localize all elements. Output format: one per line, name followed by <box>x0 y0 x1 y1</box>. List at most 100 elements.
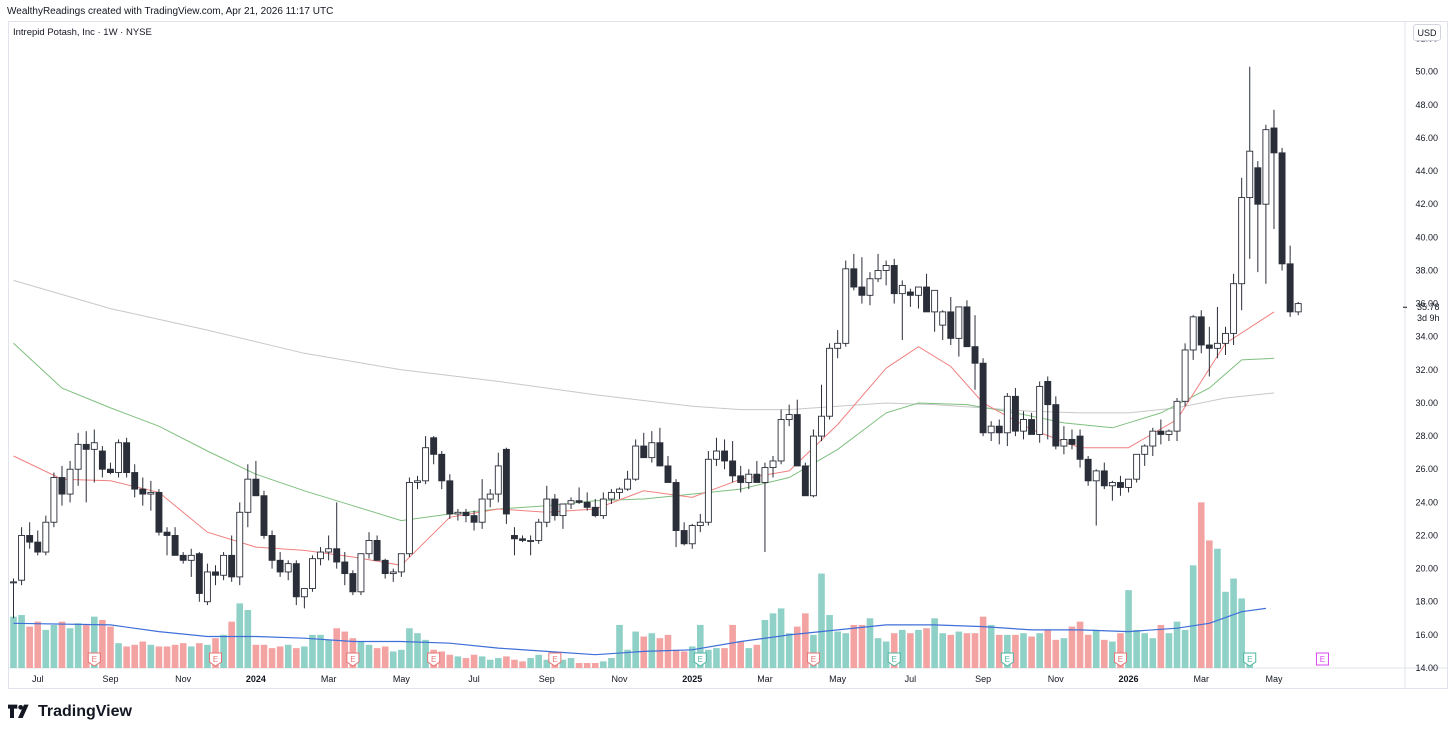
candle-body[interactable] <box>220 554 228 576</box>
candle-body[interactable] <box>82 443 90 450</box>
candle-body[interactable] <box>244 478 252 513</box>
candle-body[interactable] <box>793 414 801 467</box>
candle-body[interactable] <box>10 581 17 584</box>
candle-body[interactable] <box>228 554 236 578</box>
candle-body[interactable] <box>187 554 195 561</box>
candle-body[interactable] <box>1230 283 1238 334</box>
candle-body[interactable] <box>131 472 139 490</box>
candle-body[interactable] <box>834 342 842 349</box>
candle-body[interactable] <box>1286 263 1294 313</box>
candle-body[interactable] <box>1125 478 1132 488</box>
candle-body[interactable] <box>543 498 551 523</box>
candle-body[interactable] <box>923 286 930 313</box>
candle-body[interactable] <box>486 493 494 500</box>
candle-body[interactable] <box>107 468 114 473</box>
candle-body[interactable] <box>688 525 696 545</box>
candle-body[interactable] <box>1189 316 1197 351</box>
candle-body[interactable] <box>494 465 502 495</box>
candle-body[interactable] <box>721 450 728 462</box>
earnings-marker[interactable]: E <box>1113 652 1127 667</box>
candle-body[interactable] <box>147 491 155 495</box>
earnings-marker[interactable]: E <box>209 652 222 667</box>
tradingview-logo[interactable]: TradingView <box>8 702 132 722</box>
candle-body[interactable] <box>858 286 866 296</box>
candle-body[interactable] <box>333 548 341 563</box>
candle-body[interactable] <box>915 286 922 296</box>
earnings-marker[interactable]: E <box>87 652 101 667</box>
candle-body[interactable] <box>462 511 470 517</box>
candle-body[interactable] <box>252 478 260 497</box>
candle-body[interactable] <box>115 442 122 473</box>
earnings-marker[interactable]: E <box>346 652 360 667</box>
candle-body[interactable] <box>559 503 567 517</box>
candle-body[interactable] <box>1222 332 1229 344</box>
candle-body[interactable] <box>42 521 50 553</box>
candle-body[interactable] <box>519 538 526 541</box>
earnings-marker[interactable]: E <box>887 652 901 667</box>
candle-body[interactable] <box>50 477 58 523</box>
currency-button[interactable]: USD <box>1413 24 1441 41</box>
chart-frame[interactable] <box>8 21 1448 689</box>
earnings-marker[interactable]: E <box>1000 652 1014 667</box>
candle-body[interactable] <box>729 460 737 477</box>
candle-body[interactable] <box>890 265 898 295</box>
candle-body[interactable] <box>171 535 179 556</box>
candle-body[interactable] <box>405 482 413 555</box>
candle-body[interactable] <box>607 491 615 500</box>
candle-body[interactable] <box>1092 470 1100 482</box>
candle-body[interactable] <box>753 473 761 483</box>
candle-body[interactable] <box>866 278 874 296</box>
candle-body[interactable] <box>842 268 850 344</box>
candle-body[interactable] <box>1149 430 1157 447</box>
candle-body[interactable] <box>179 554 187 561</box>
candle-body[interactable] <box>139 488 147 495</box>
candle-body[interactable] <box>785 414 793 420</box>
candle-body[interactable] <box>737 475 745 483</box>
candle-body[interactable] <box>1246 150 1254 199</box>
candle-body[interactable] <box>438 453 446 482</box>
candle-body[interactable] <box>325 548 333 553</box>
candle-body[interactable] <box>1068 438 1076 445</box>
candle-body[interactable] <box>236 511 244 578</box>
candle-body[interactable] <box>963 306 971 348</box>
candle-body[interactable] <box>640 445 648 459</box>
candle-body[interactable] <box>430 437 438 455</box>
candle-body[interactable] <box>664 465 672 483</box>
candle-body[interactable] <box>18 535 26 581</box>
candle-body[interactable] <box>1238 197 1246 285</box>
candle-body[interactable] <box>624 478 632 490</box>
candle-body[interactable] <box>276 559 284 573</box>
earnings-marker[interactable]: E <box>806 652 820 667</box>
candle-body[interactable] <box>777 419 785 462</box>
candle-body[interactable] <box>212 571 219 576</box>
candle-body[interactable] <box>713 450 720 460</box>
candle-body[interactable] <box>300 588 308 598</box>
candle-body[interactable] <box>583 501 591 508</box>
candle-body[interactable] <box>446 480 454 515</box>
candle-body[interactable] <box>397 553 405 573</box>
candle-body[interactable] <box>1003 395 1011 434</box>
candle-body[interactable] <box>882 265 890 271</box>
candle-body[interactable] <box>591 506 599 517</box>
candle-body[interactable] <box>995 425 1003 434</box>
candle-body[interactable] <box>850 268 858 288</box>
candle-body[interactable] <box>1100 470 1108 487</box>
candle-body[interactable] <box>979 362 987 434</box>
candle-body[interactable] <box>1060 438 1068 447</box>
candle-body[interactable] <box>1117 482 1124 488</box>
candle-body[interactable] <box>1197 316 1205 346</box>
candle-body[interactable] <box>365 540 373 555</box>
candle-body[interactable] <box>551 498 559 517</box>
candle-body[interactable] <box>1262 129 1270 205</box>
earnings-marker[interactable]: E <box>1243 652 1257 667</box>
candle-body[interactable] <box>527 540 535 542</box>
candle-body[interactable] <box>1278 152 1286 265</box>
candle-body[interactable] <box>1011 395 1019 432</box>
candle-body[interactable] <box>260 495 268 536</box>
candle-body[interactable] <box>696 521 704 526</box>
candle-body[interactable] <box>616 488 623 493</box>
candle-body[interactable] <box>203 571 211 603</box>
candle-body[interactable] <box>632 445 640 480</box>
candle-body[interactable] <box>971 346 979 364</box>
